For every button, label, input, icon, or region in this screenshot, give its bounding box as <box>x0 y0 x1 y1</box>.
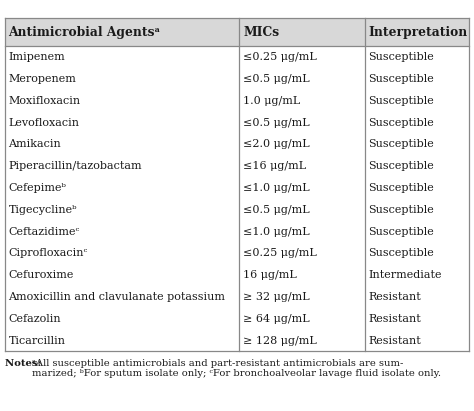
Bar <box>5 199 469 221</box>
Bar <box>5 286 469 308</box>
Text: Susceptible: Susceptible <box>369 52 434 62</box>
Text: Ceftazidimeᶜ: Ceftazidimeᶜ <box>9 226 80 237</box>
Text: ≤0.5 μg/mL: ≤0.5 μg/mL <box>243 205 310 215</box>
Text: Ciprofloxacinᶜ: Ciprofloxacinᶜ <box>9 248 88 259</box>
Bar <box>5 221 469 242</box>
Text: ᵃAll susceptible antimicrobials and part-resistant antimicrobials are sum-
mariz: ᵃAll susceptible antimicrobials and part… <box>32 359 441 378</box>
Bar <box>5 112 469 134</box>
Text: ≥ 128 μg/mL: ≥ 128 μg/mL <box>243 335 317 346</box>
Text: Amoxicillin and clavulanate potassium: Amoxicillin and clavulanate potassium <box>9 292 226 302</box>
Text: Susceptible: Susceptible <box>369 139 434 150</box>
Text: 1.0 μg/mL: 1.0 μg/mL <box>243 96 301 106</box>
Text: Resistant: Resistant <box>369 335 421 346</box>
Bar <box>5 18 469 46</box>
Text: ≤1.0 μg/mL: ≤1.0 μg/mL <box>243 226 310 237</box>
Text: Susceptible: Susceptible <box>369 161 434 171</box>
Text: ≤0.5 μg/mL: ≤0.5 μg/mL <box>243 74 310 84</box>
Text: ≤16 μg/mL: ≤16 μg/mL <box>243 161 306 171</box>
Bar <box>5 134 469 155</box>
Text: Levofloxacin: Levofloxacin <box>9 118 80 128</box>
Text: Susceptible: Susceptible <box>369 74 434 84</box>
Bar <box>5 330 469 351</box>
Text: Susceptible: Susceptible <box>369 205 434 215</box>
Text: Susceptible: Susceptible <box>369 118 434 128</box>
Text: Susceptible: Susceptible <box>369 96 434 106</box>
Text: Piperacillin/tazobactam: Piperacillin/tazobactam <box>9 161 142 171</box>
Text: ≥ 32 μg/mL: ≥ 32 μg/mL <box>243 292 310 302</box>
Bar <box>5 264 469 286</box>
Text: Susceptible: Susceptible <box>369 183 434 193</box>
Text: Cefazolin: Cefazolin <box>9 314 61 324</box>
Text: Intermediate: Intermediate <box>369 270 442 280</box>
Text: ≤2.0 μg/mL: ≤2.0 μg/mL <box>243 139 310 150</box>
Text: Meropenem: Meropenem <box>9 74 76 84</box>
Text: Cefuroxime: Cefuroxime <box>9 270 74 280</box>
Text: ≥ 64 μg/mL: ≥ 64 μg/mL <box>243 314 310 324</box>
Text: Amikacin: Amikacin <box>9 139 61 150</box>
Bar <box>5 242 469 264</box>
Text: Susceptible: Susceptible <box>369 226 434 237</box>
Bar <box>5 68 469 90</box>
Text: Imipenem: Imipenem <box>9 52 65 62</box>
Bar <box>5 155 469 177</box>
Bar <box>5 308 469 330</box>
Text: Ticarcillin: Ticarcillin <box>9 335 65 346</box>
Text: Tigecyclineᵇ: Tigecyclineᵇ <box>9 205 77 215</box>
Bar <box>5 177 469 199</box>
Text: Notes:: Notes: <box>5 359 45 368</box>
Bar <box>5 46 469 68</box>
Text: Antimicrobial Agentsᵃ: Antimicrobial Agentsᵃ <box>9 26 161 39</box>
Text: ≤0.5 μg/mL: ≤0.5 μg/mL <box>243 118 310 128</box>
Text: ≤1.0 μg/mL: ≤1.0 μg/mL <box>243 183 310 193</box>
Text: Resistant: Resistant <box>369 292 421 302</box>
Text: Susceptible: Susceptible <box>369 248 434 259</box>
Text: MICs: MICs <box>243 26 279 39</box>
Text: Cefepimeᵇ: Cefepimeᵇ <box>9 183 66 193</box>
Text: Moxifloxacin: Moxifloxacin <box>9 96 81 106</box>
Text: Resistant: Resistant <box>369 314 421 324</box>
Text: 16 μg/mL: 16 μg/mL <box>243 270 297 280</box>
Text: ≤0.25 μg/mL: ≤0.25 μg/mL <box>243 52 317 62</box>
Text: Interpretation: Interpretation <box>369 26 468 39</box>
Bar <box>5 90 469 112</box>
Text: ≤0.25 μg/mL: ≤0.25 μg/mL <box>243 248 317 259</box>
